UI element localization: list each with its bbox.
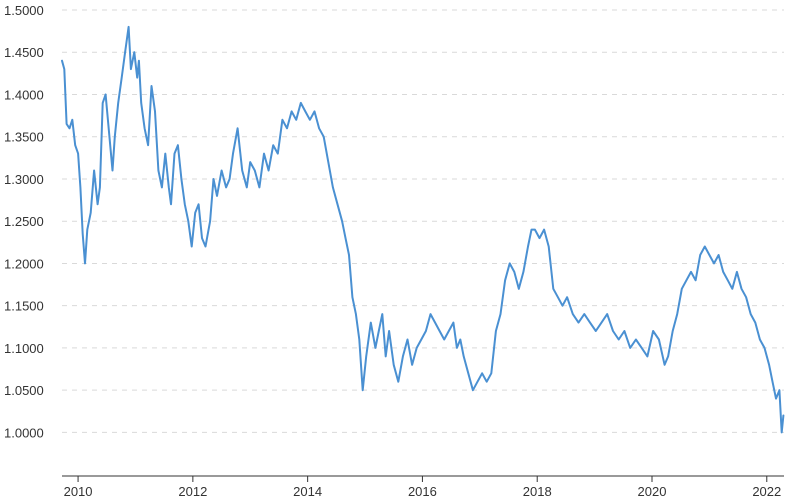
- y-tick-label: 1.3500: [4, 130, 44, 145]
- x-tick-label: 2016: [408, 484, 437, 499]
- x-tick-label: 2018: [523, 484, 552, 499]
- x-tick-label: 2014: [293, 484, 322, 499]
- y-axis-tick-labels: 1.0000 1.0500 1.1000 1.1500 1.2000 1.2500 1.30…: [4, 3, 44, 440]
- y-tick-label: 1.0500: [4, 383, 44, 398]
- y-gridlines: [62, 9, 784, 433]
- y-tick-label: 1.2000: [4, 256, 44, 271]
- x-axis-ticks: 2010 2012 2014 2016 2018 2020 2022: [64, 476, 781, 499]
- x-tick-label: 2010: [64, 484, 93, 499]
- x-tick-label: 2012: [178, 484, 207, 499]
- x-tick-label: 2020: [638, 484, 667, 499]
- y-tick-label: 1.2500: [4, 214, 44, 229]
- x-tick-label: 2022: [752, 484, 781, 499]
- y-tick-label: 1.3000: [4, 172, 44, 187]
- series-line: [61, 25, 785, 434]
- y-tick-label: 1.1500: [4, 299, 44, 314]
- y-tick-label: 1.4500: [4, 45, 44, 60]
- y-tick-label: 1.1000: [4, 341, 44, 356]
- y-tick-label: 1.0000: [4, 425, 44, 440]
- y-tick-label: 1.4000: [4, 87, 44, 102]
- y-tick-label: 1.5000: [4, 3, 44, 18]
